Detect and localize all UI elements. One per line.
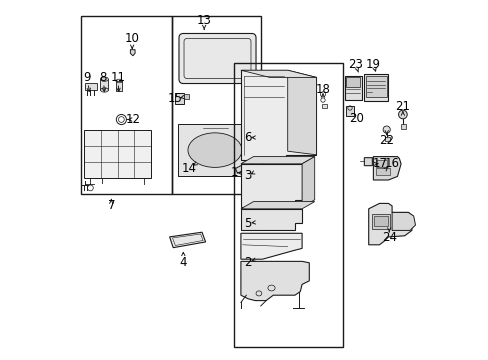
Bar xyxy=(363,158,371,166)
Bar xyxy=(373,216,387,226)
Ellipse shape xyxy=(398,110,407,119)
Polygon shape xyxy=(373,157,400,180)
Text: 6: 6 xyxy=(243,131,251,144)
Polygon shape xyxy=(241,70,316,77)
FancyBboxPatch shape xyxy=(179,33,256,84)
Polygon shape xyxy=(241,261,309,301)
Bar xyxy=(375,168,389,175)
Polygon shape xyxy=(302,157,314,207)
Text: 13: 13 xyxy=(196,14,211,27)
Bar xyxy=(81,16,172,194)
Text: 10: 10 xyxy=(124,32,140,45)
Ellipse shape xyxy=(187,133,242,167)
Text: 2: 2 xyxy=(243,256,251,269)
Text: 4: 4 xyxy=(179,256,187,269)
Polygon shape xyxy=(241,70,316,160)
Polygon shape xyxy=(287,70,316,155)
Text: 3: 3 xyxy=(243,169,250,182)
Ellipse shape xyxy=(101,77,108,81)
Bar xyxy=(365,76,386,97)
Text: 12: 12 xyxy=(126,113,141,126)
Polygon shape xyxy=(169,232,205,248)
Text: 18: 18 xyxy=(315,83,330,96)
Bar xyxy=(375,160,386,167)
Text: 1: 1 xyxy=(230,166,238,179)
Bar xyxy=(174,93,183,104)
Text: 23: 23 xyxy=(347,58,362,71)
Ellipse shape xyxy=(101,88,108,92)
Bar xyxy=(116,81,122,91)
Text: 17: 17 xyxy=(372,157,387,170)
Bar xyxy=(344,76,361,100)
Bar xyxy=(101,79,108,90)
Bar xyxy=(346,106,353,116)
Text: 14: 14 xyxy=(181,162,196,175)
Bar xyxy=(346,77,360,87)
Text: 24: 24 xyxy=(381,231,396,244)
Bar xyxy=(183,94,189,99)
Text: 19: 19 xyxy=(365,58,380,71)
Bar xyxy=(400,124,405,129)
Bar xyxy=(384,137,389,141)
Text: 8: 8 xyxy=(100,71,107,84)
Polygon shape xyxy=(241,233,302,259)
Text: 9: 9 xyxy=(83,71,91,84)
Polygon shape xyxy=(241,209,302,230)
Bar xyxy=(233,63,343,347)
Text: 16: 16 xyxy=(384,157,399,170)
Polygon shape xyxy=(368,203,411,245)
Text: 5: 5 xyxy=(243,217,250,230)
Bar xyxy=(178,124,251,176)
Bar xyxy=(321,104,326,108)
Polygon shape xyxy=(130,50,135,56)
Bar xyxy=(371,214,389,229)
Polygon shape xyxy=(391,212,415,230)
Polygon shape xyxy=(241,202,314,209)
Bar xyxy=(172,16,260,194)
Bar xyxy=(363,74,387,101)
Text: 20: 20 xyxy=(348,112,364,125)
Text: 7: 7 xyxy=(107,199,115,212)
Text: 15: 15 xyxy=(167,93,183,105)
Polygon shape xyxy=(241,157,314,164)
Ellipse shape xyxy=(382,126,389,133)
Bar xyxy=(84,130,151,178)
Text: 22: 22 xyxy=(378,134,393,147)
Text: 21: 21 xyxy=(395,100,409,113)
Text: 11: 11 xyxy=(110,71,125,84)
Polygon shape xyxy=(241,164,302,207)
Polygon shape xyxy=(235,166,244,173)
Bar xyxy=(85,83,96,90)
Bar xyxy=(363,157,371,165)
